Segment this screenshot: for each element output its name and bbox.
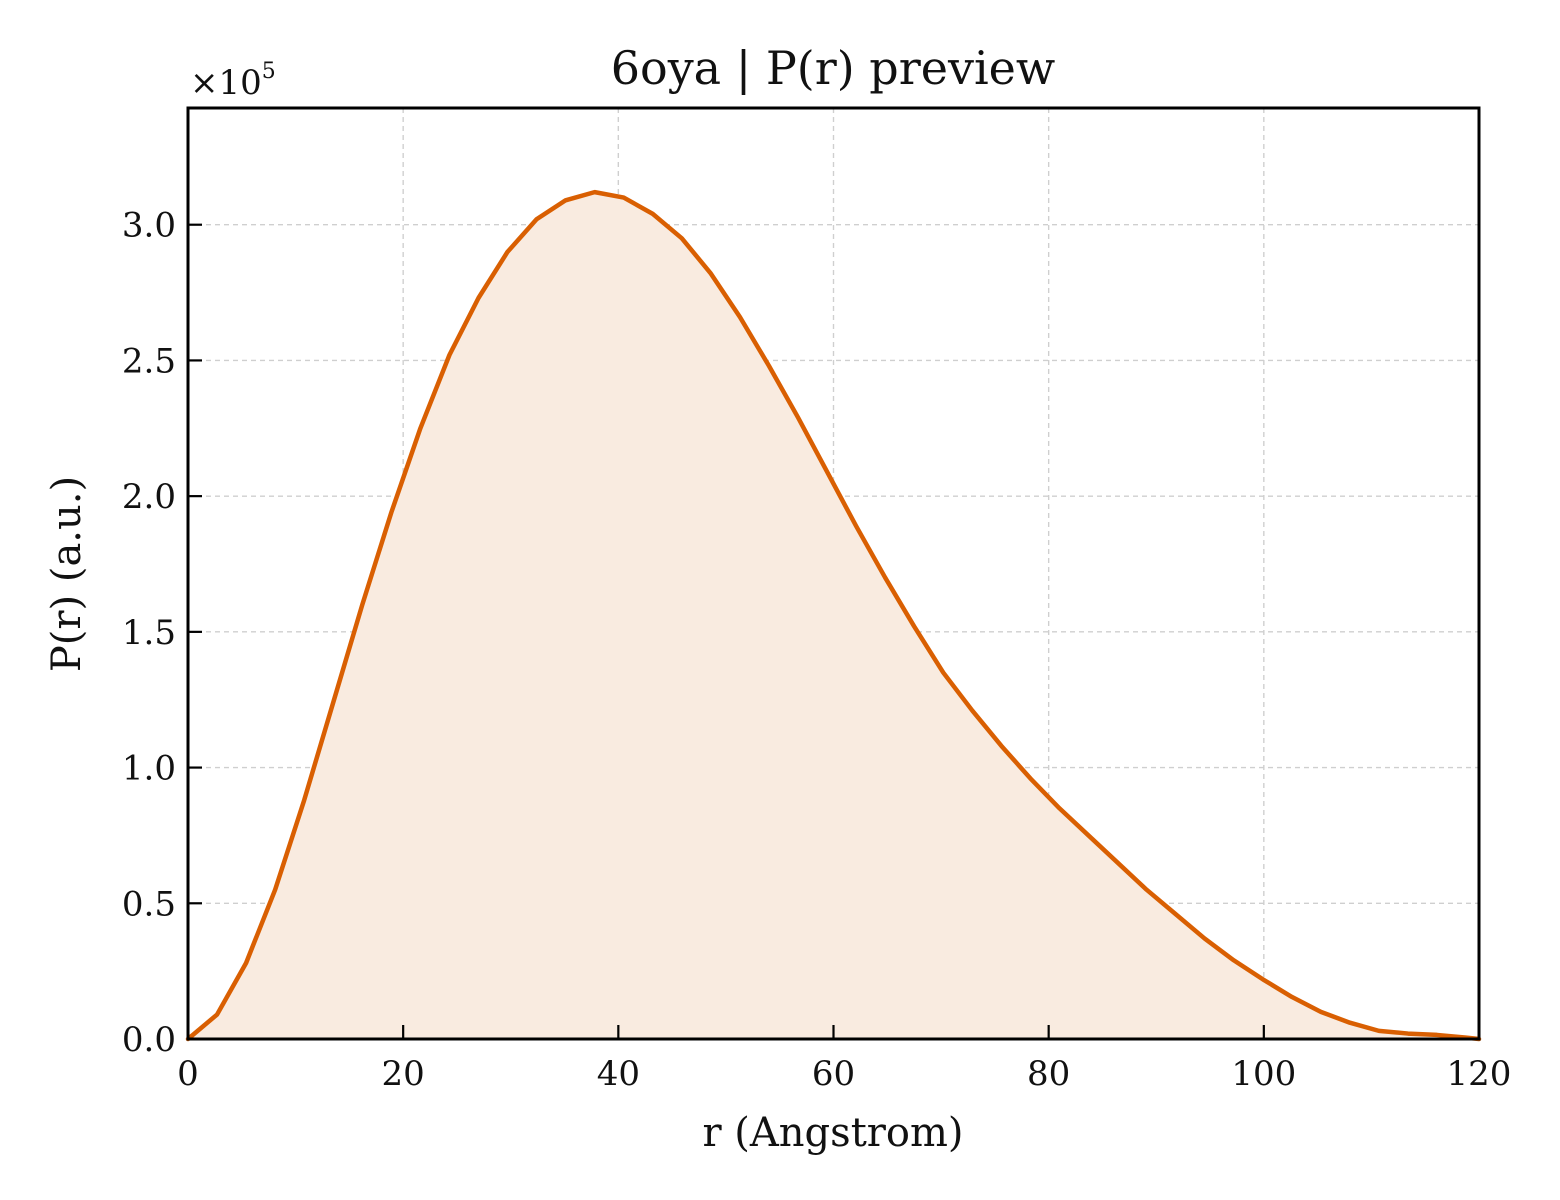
y-tick-label: 3.0 [122,206,176,246]
y-tick-label: 2.0 [122,477,176,517]
y-multiplier-base: ×10 [190,63,262,103]
x-tick-label: 0 [177,1054,199,1094]
x-tick-label: 80 [1027,1054,1070,1094]
pr-curve [185,189,1482,1042]
x-tick-label: 100 [1231,1054,1296,1094]
y-tick-label: 0.5 [122,884,176,924]
y-tick-label: 0.0 [122,1020,176,1060]
x-axis-label: r (Angstrom) [702,1110,963,1156]
chart-title: 6oya | P(r) preview [611,41,1056,95]
x-tick-label: 60 [812,1054,855,1094]
x-tick-label: 40 [597,1054,640,1094]
plot-frame [186,106,1481,1041]
x-tick-label: 120 [1447,1054,1512,1094]
y-multiplier: ×105 [190,59,276,103]
pr-area-fill [188,192,1479,1039]
y-axis-label: P(r) (a.u.) [44,476,90,672]
tick-labels: 0 20 40 60 80 100 120 0.0 0.5 1.0 1.5 2.0 2.5 3.0 [122,206,1512,1094]
x-tick-label: 20 [382,1054,425,1094]
y-tick-label: 1.0 [122,749,176,789]
y-tick-label: 2.5 [122,341,176,381]
y-multiplier-exponent: 5 [262,59,276,84]
y-tick-label: 1.5 [122,613,176,653]
